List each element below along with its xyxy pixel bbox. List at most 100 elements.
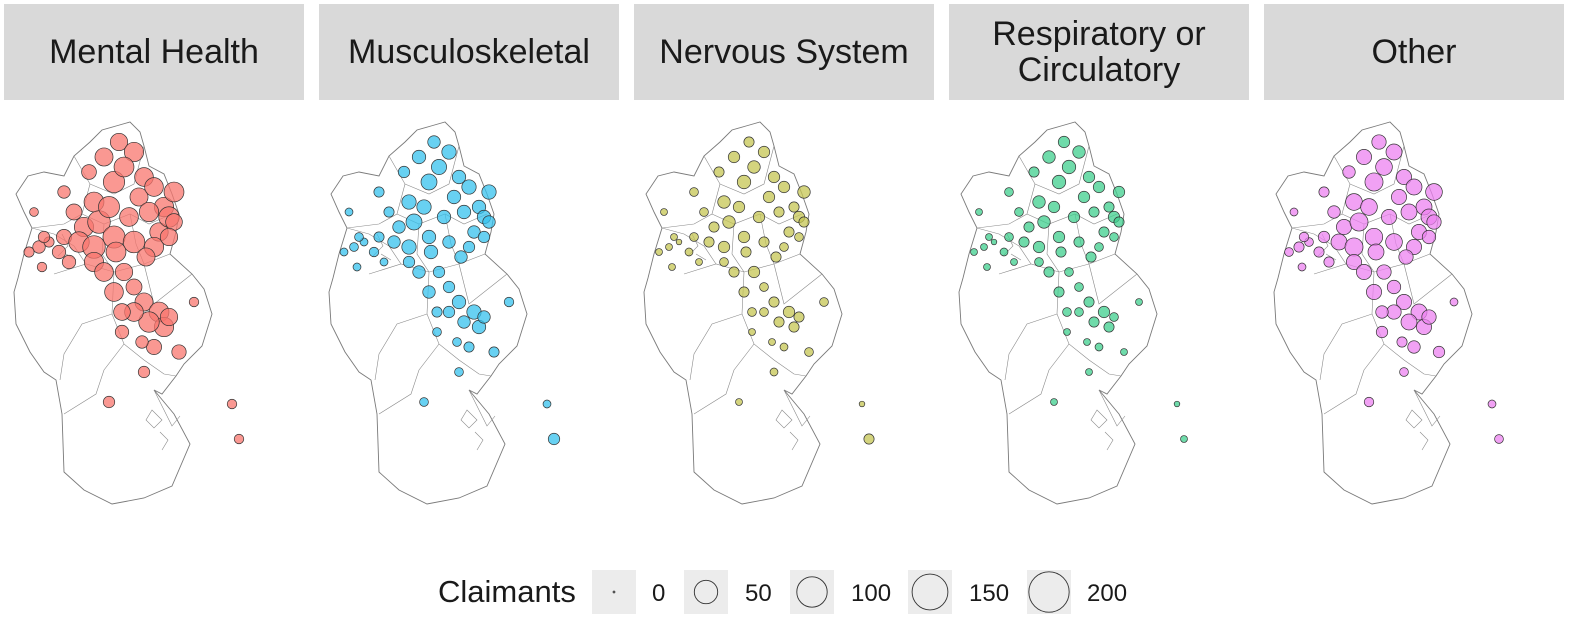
claimant-bubble — [462, 240, 476, 254]
claimant-bubble — [983, 263, 991, 271]
legend-label: 200 — [1087, 580, 1128, 607]
claimant-bubble — [416, 199, 432, 215]
claimant-bubble — [1014, 207, 1024, 217]
claimant-bubble — [1376, 264, 1392, 280]
claimant-bubble — [1120, 348, 1128, 356]
claimant-bubble — [114, 262, 134, 282]
legend-key — [908, 570, 952, 614]
claimant-bubble — [1375, 158, 1393, 176]
claimant-bubble — [1356, 149, 1372, 165]
claimant-bubble — [159, 307, 179, 327]
claimant-bubble — [1085, 368, 1093, 376]
claimant-bubble — [1426, 214, 1442, 230]
claimant-bubble — [1109, 312, 1119, 322]
legend-title: Claimants — [438, 574, 576, 609]
facet-title-line: Mental Health — [49, 33, 259, 71]
claimant-bubble — [1010, 258, 1018, 266]
facet-title-line: Other — [1371, 33, 1457, 71]
claimant-bubble — [1391, 189, 1407, 205]
claimant-bubble — [454, 367, 464, 377]
legend-bubble — [693, 579, 719, 605]
claimant-bubble — [699, 207, 709, 217]
claimant-bubble — [451, 294, 467, 310]
claimant-bubble — [737, 230, 751, 244]
claimant-bubble — [1449, 297, 1459, 307]
claimant-bubble — [788, 201, 800, 213]
claimant-bubble — [768, 338, 776, 346]
claimant-bubble — [138, 201, 160, 223]
claimant-bubble — [94, 147, 114, 167]
claimant-bubble — [452, 337, 462, 347]
ward-boundary — [460, 409, 478, 429]
ward-boundary — [153, 389, 181, 427]
claimant-bubble — [798, 216, 810, 228]
claimant-bubble — [446, 189, 462, 205]
claimant-bubble — [159, 227, 179, 247]
claimant-bubble — [759, 307, 769, 317]
claimant-bubble — [670, 233, 678, 241]
claimant-bubble — [1375, 325, 1389, 339]
claimant-bubble — [136, 247, 156, 267]
claimant-bubble — [405, 213, 423, 231]
claimant-bubble — [339, 247, 349, 257]
ward-boundary — [783, 389, 811, 427]
claimant-bubble — [727, 150, 741, 164]
ward-boundary — [1361, 223, 1375, 273]
ward-boundary — [1008, 343, 1070, 415]
claimant-bubble — [129, 187, 149, 207]
claimant-bubble — [171, 344, 187, 360]
claimant-bubble — [980, 243, 988, 251]
claimant-bubble — [104, 282, 124, 302]
claimant-bubble — [1074, 307, 1084, 317]
claimant-bubble — [990, 238, 998, 246]
claimant-bubble — [442, 305, 456, 319]
claimant-bubble — [1055, 246, 1067, 258]
claimant-bubble — [1366, 284, 1382, 300]
claimant-bubble — [461, 179, 477, 195]
claimant-bubble — [441, 144, 457, 160]
claimant-bubble — [1085, 251, 1097, 263]
claimant-bubble — [1421, 229, 1437, 245]
claimant-bubble — [135, 335, 149, 349]
claimant-bubble — [1494, 434, 1504, 444]
claimant-bubble — [422, 285, 436, 299]
claimant-bubble — [1083, 296, 1095, 308]
claimant-bubble — [57, 185, 71, 199]
claimant-bubble — [1336, 219, 1352, 235]
claimant-bubble — [1381, 209, 1397, 225]
ward-boundary — [1319, 313, 1373, 381]
facet-title-line: Circulatory — [1017, 51, 1181, 89]
legend-bubble — [911, 573, 949, 611]
claimant-bubble — [1425, 183, 1443, 201]
claimant-bubble — [451, 169, 467, 185]
claimant-bubble — [782, 305, 796, 319]
claimant-bubble — [703, 236, 715, 248]
claimant-bubble — [1073, 236, 1085, 248]
claimant-bubble — [51, 244, 67, 260]
ward-boundary — [63, 343, 125, 415]
claimant-bubble — [442, 235, 456, 249]
choropleth-map — [958, 121, 1188, 505]
claimant-bubble — [728, 266, 740, 278]
claimant-bubble — [747, 160, 761, 174]
claimant-bubble — [970, 248, 978, 256]
claimant-bubble — [144, 177, 164, 197]
claimant-bubble — [1028, 166, 1040, 178]
legend-bubble — [796, 576, 828, 608]
ward-boundary — [689, 313, 743, 381]
claimant-bubble — [1088, 206, 1100, 218]
facet-title: Mental Health — [49, 34, 259, 70]
claimant-bubble — [114, 324, 130, 340]
claimant-bubble — [1297, 262, 1307, 272]
claimant-bubble — [119, 207, 139, 227]
ward-boundary — [773, 263, 823, 305]
facet-strip: Nervous System — [634, 4, 934, 100]
facet-title: Nervous System — [659, 34, 908, 70]
claimant-bubble — [740, 246, 752, 258]
ward-boundary — [1403, 263, 1453, 305]
claimant-bubble — [1074, 282, 1084, 292]
claimant-bubble — [105, 241, 127, 263]
claimant-bubble — [1356, 264, 1372, 280]
claimant-bubble — [138, 311, 160, 333]
claimant-bubble — [1400, 313, 1418, 331]
